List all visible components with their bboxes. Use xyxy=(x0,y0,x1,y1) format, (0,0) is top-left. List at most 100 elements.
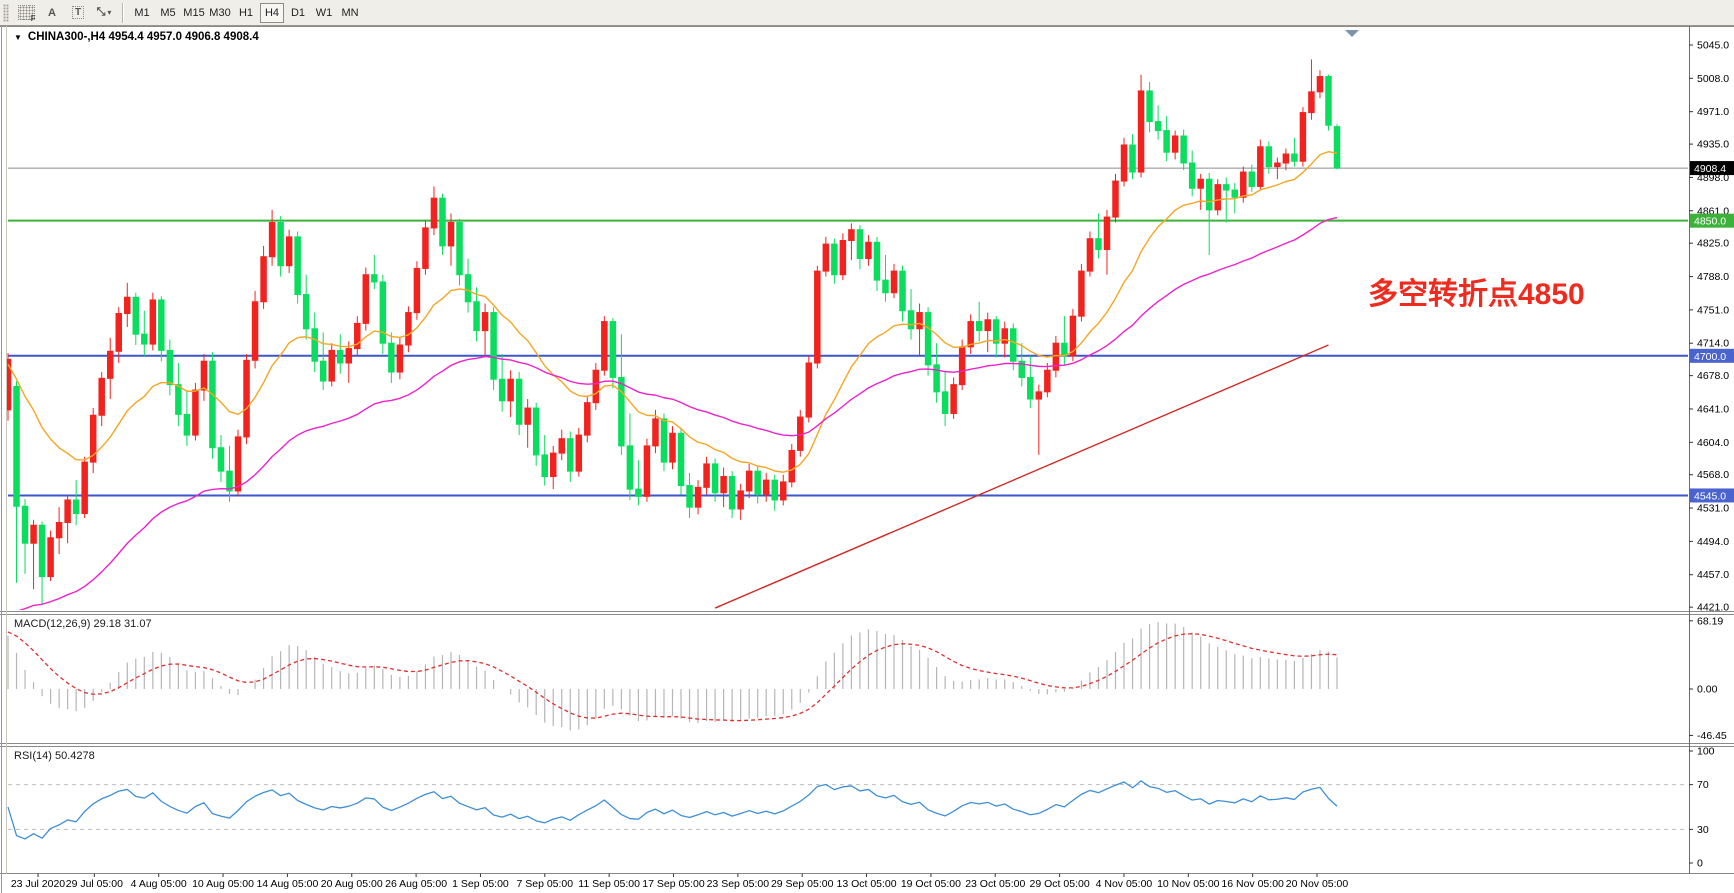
macd-scale-label: 68.19 xyxy=(1697,615,1723,627)
candle xyxy=(379,281,387,344)
candle xyxy=(115,312,122,352)
candle xyxy=(728,476,736,510)
candle xyxy=(967,321,974,348)
candle xyxy=(694,486,702,508)
main-pane-overlay xyxy=(1345,30,1359,37)
candle xyxy=(132,296,140,335)
candle xyxy=(1223,184,1230,191)
price-tick-label: 4971.0 xyxy=(1697,106,1729,118)
candle xyxy=(541,454,548,478)
candle xyxy=(285,236,293,267)
candle xyxy=(618,376,625,447)
grid-f-icon[interactable]: F xyxy=(14,3,38,23)
candle xyxy=(703,463,710,488)
candle xyxy=(524,407,531,425)
price-tick-label: 4604.0 xyxy=(1697,437,1729,449)
candle xyxy=(941,391,949,414)
chart-canvas[interactable]: 5045.05008.04971.04935.04898.04861.04825… xyxy=(0,26,1734,893)
toolbar: F A T ⤡ ▾ M1 M5 M15 M30 H1 H4 D1 W1 MN xyxy=(0,0,1734,26)
date-label: 11 Sep 05:00 xyxy=(578,878,640,890)
candle xyxy=(311,328,318,362)
candle xyxy=(780,481,787,501)
candle xyxy=(1291,153,1298,162)
candle xyxy=(226,470,233,492)
candle xyxy=(1129,144,1136,173)
candle xyxy=(660,418,668,463)
price-tick-label: 4531.0 xyxy=(1697,503,1729,515)
timeframe-button-m15[interactable]: M15 xyxy=(183,6,205,19)
candle xyxy=(1265,146,1273,168)
candle xyxy=(1333,126,1341,169)
timeframe-button-m1[interactable]: M1 xyxy=(134,6,150,19)
candle xyxy=(328,349,335,382)
candle xyxy=(498,378,506,402)
candle xyxy=(47,537,54,578)
candle xyxy=(933,364,940,393)
candle xyxy=(490,312,497,380)
candle xyxy=(209,360,216,449)
candle xyxy=(13,385,20,507)
candle xyxy=(55,521,63,539)
candle xyxy=(38,524,46,578)
timeframe-button-d1[interactable]: D1 xyxy=(290,6,306,19)
candle xyxy=(609,321,617,378)
candle xyxy=(532,407,540,456)
date-label: 19 Oct 05:00 xyxy=(901,878,961,890)
price-tick-label: 5045.0 xyxy=(1697,40,1729,52)
candle xyxy=(1035,391,1043,400)
timeframe-button-m5[interactable]: M5 xyxy=(160,6,176,19)
candle xyxy=(558,438,565,454)
candle xyxy=(1095,238,1102,251)
candle xyxy=(652,418,659,447)
candle xyxy=(720,476,727,494)
date-label: 7 Sep 05:00 xyxy=(516,878,573,890)
candle xyxy=(916,312,923,330)
timeframe-button-w1[interactable]: W1 xyxy=(315,6,333,19)
cursor-tool-icon[interactable]: ⤡ ▾ xyxy=(96,6,112,18)
text-label-tool-icon[interactable]: A xyxy=(48,6,56,19)
rsi-scale-label: 0 xyxy=(1697,858,1703,870)
candle xyxy=(848,229,855,241)
candle xyxy=(873,241,881,281)
candle xyxy=(1197,178,1204,189)
candle xyxy=(362,274,370,324)
chart-shift-triangle xyxy=(1345,30,1359,37)
price-tick-label: 4788.0 xyxy=(1697,271,1729,283)
candle xyxy=(1180,135,1187,164)
timeframe-button-h4[interactable]: H4 xyxy=(260,2,284,23)
candle xyxy=(30,524,37,544)
timeframe-button-m30[interactable]: M30 xyxy=(209,6,231,19)
date-label: 29 Sep 05:00 xyxy=(771,878,834,890)
annotation-text[interactable]: 多空转折点4850 xyxy=(1368,278,1585,311)
timeframe-button-mn[interactable]: MN xyxy=(341,6,359,19)
date-label: 29 Oct 05:00 xyxy=(1030,878,1090,890)
date-label: 10 Aug 05:00 xyxy=(192,878,254,890)
candle xyxy=(98,377,105,416)
candle xyxy=(481,312,489,332)
candle xyxy=(1137,90,1145,173)
candle xyxy=(805,362,813,418)
candle xyxy=(1027,376,1034,400)
date-label: 20 Aug 05:00 xyxy=(321,878,383,890)
svg-text:4850.0: 4850.0 xyxy=(1694,216,1726,228)
candle xyxy=(1146,90,1153,123)
candle xyxy=(1257,146,1264,187)
timeframe-button-h1[interactable]: H1 xyxy=(238,6,254,19)
candle xyxy=(243,359,250,438)
text-box-tool-icon[interactable]: T xyxy=(66,3,90,23)
rsi-scale-label: 70 xyxy=(1697,779,1709,791)
date-label: 1 Sep 05:00 xyxy=(452,878,509,890)
price-tick-label: 4568.0 xyxy=(1697,469,1729,481)
candle xyxy=(567,438,574,472)
candle xyxy=(149,299,157,345)
rsi-label: RSI(14) 50.4278 xyxy=(14,750,95,762)
date-label: 13 Oct 05:00 xyxy=(836,878,896,890)
macd-label: MACD(12,26,9) 29.18 31.07 xyxy=(14,618,152,630)
toolbar-drag-handle[interactable] xyxy=(3,3,9,22)
candle xyxy=(856,229,864,260)
candle xyxy=(473,301,480,332)
candle xyxy=(192,389,199,436)
candle xyxy=(890,270,898,294)
rsi-pane xyxy=(7,780,1688,840)
